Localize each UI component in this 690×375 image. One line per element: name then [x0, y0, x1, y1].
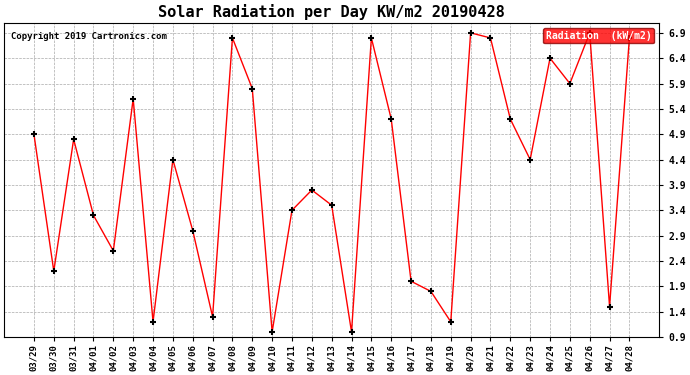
Radiation  (kW/m2) — [188, 228, 197, 233]
Radiation  (kW/m2) — [109, 249, 117, 253]
Radiation  (kW/m2) — [208, 315, 217, 319]
Radiation  (kW/m2) — [466, 31, 475, 35]
Radiation  (kW/m2) — [367, 36, 375, 40]
Radiation  (kW/m2) — [129, 96, 137, 101]
Radiation  (kW/m2) — [347, 330, 355, 334]
Radiation  (kW/m2) — [248, 86, 257, 91]
Radiation  (kW/m2) — [228, 36, 237, 40]
Radiation  (kW/m2) — [446, 320, 455, 324]
Radiation  (kW/m2) — [288, 208, 296, 213]
Radiation  (kW/m2) — [407, 279, 415, 284]
Text: Copyright 2019 Cartronics.com: Copyright 2019 Cartronics.com — [11, 32, 166, 41]
Radiation  (kW/m2) — [546, 56, 554, 60]
Radiation  (kW/m2) — [427, 289, 435, 294]
Radiation  (kW/m2) — [149, 320, 157, 324]
Radiation  (kW/m2) — [30, 132, 38, 136]
Radiation  (kW/m2) — [506, 117, 515, 121]
Radiation  (kW/m2) — [50, 269, 58, 273]
Radiation  (kW/m2) — [486, 36, 495, 40]
Radiation  (kW/m2) — [566, 81, 574, 86]
Radiation  (kW/m2) — [605, 304, 613, 309]
Radiation  (kW/m2) — [169, 158, 177, 162]
Radiation  (kW/m2) — [586, 31, 594, 35]
Radiation  (kW/m2) — [89, 213, 97, 217]
Legend: Radiation  (kW/m2): Radiation (kW/m2) — [543, 28, 654, 44]
Radiation  (kW/m2) — [387, 117, 395, 121]
Title: Solar Radiation per Day KW/m2 20190428: Solar Radiation per Day KW/m2 20190428 — [158, 4, 505, 20]
Radiation  (kW/m2) — [328, 203, 336, 207]
Radiation  (kW/m2) — [625, 36, 633, 40]
Radiation  (kW/m2) — [526, 158, 534, 162]
Radiation  (kW/m2) — [70, 137, 78, 142]
Radiation  (kW/m2) — [308, 188, 316, 192]
Line: Radiation  (kW/m2): Radiation (kW/m2) — [30, 29, 633, 335]
Radiation  (kW/m2) — [268, 330, 276, 334]
